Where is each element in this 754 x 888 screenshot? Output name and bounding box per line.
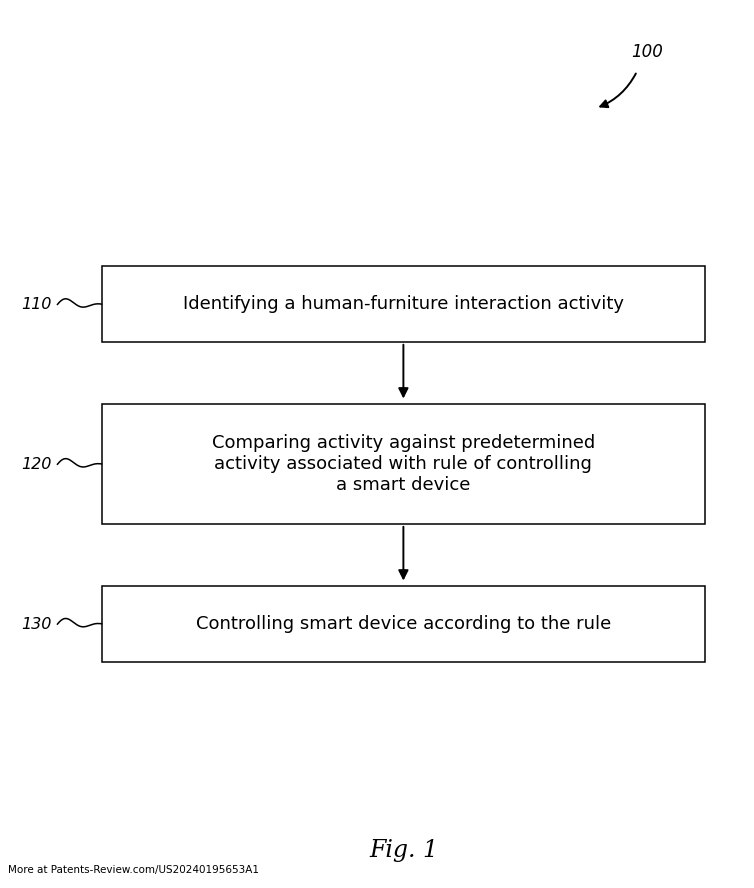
Text: Identifying a human-furniture interaction activity: Identifying a human-furniture interactio… <box>183 295 624 313</box>
Bar <box>102 586 705 662</box>
Text: Comparing activity against predetermined
activity associated with rule of contro: Comparing activity against predetermined… <box>212 434 595 494</box>
Text: 110: 110 <box>21 297 51 312</box>
Bar <box>102 266 705 342</box>
Text: Controlling smart device according to the rule: Controlling smart device according to th… <box>196 614 611 633</box>
Text: 100: 100 <box>631 43 663 60</box>
Text: 120: 120 <box>21 457 51 472</box>
Text: Fig. 1: Fig. 1 <box>369 839 438 862</box>
Text: More at Patents-Review.com/US20240195653A1: More at Patents-Review.com/US20240195653… <box>8 865 259 876</box>
Text: 130: 130 <box>21 617 51 631</box>
Bar <box>102 404 705 524</box>
